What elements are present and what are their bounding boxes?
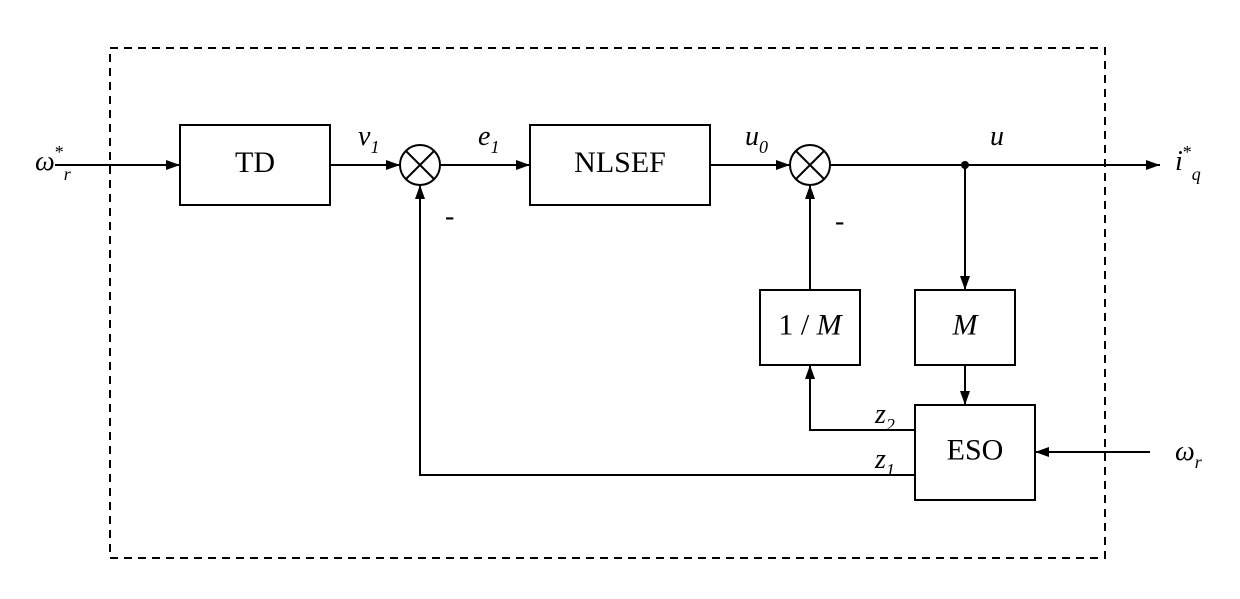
svg-text:v1: v1: [358, 121, 379, 157]
svg-text:ESO: ESO: [947, 433, 1004, 466]
svg-text:u: u: [990, 121, 1004, 152]
svg-text:i*q: i*q: [1175, 142, 1201, 184]
svg-text:M: M: [952, 308, 980, 341]
block-m: M: [915, 290, 1015, 365]
sum-junction-2: [790, 145, 830, 185]
svg-text:u0: u0: [745, 121, 768, 157]
block-nlsef: NLSEF: [530, 125, 710, 205]
svg-text:NLSEF: NLSEF: [574, 146, 666, 179]
svg-text:ωr: ωr: [1175, 436, 1203, 472]
block-invm: 1 / M: [760, 290, 860, 365]
svg-text:ω*r: ω*r: [35, 142, 72, 184]
svg-text:z2: z2: [874, 399, 895, 435]
svg-text:e1: e1: [478, 121, 499, 157]
block-eso: ESO: [915, 405, 1035, 500]
minus-sign: -: [835, 206, 844, 237]
minus-sign: -: [445, 201, 454, 232]
svg-text:z1: z1: [874, 444, 895, 480]
block-td: TD: [180, 125, 330, 205]
svg-text:TD: TD: [235, 146, 275, 179]
svg-text:1 / M: 1 / M: [778, 308, 843, 341]
sum-junction-1: [400, 145, 440, 185]
